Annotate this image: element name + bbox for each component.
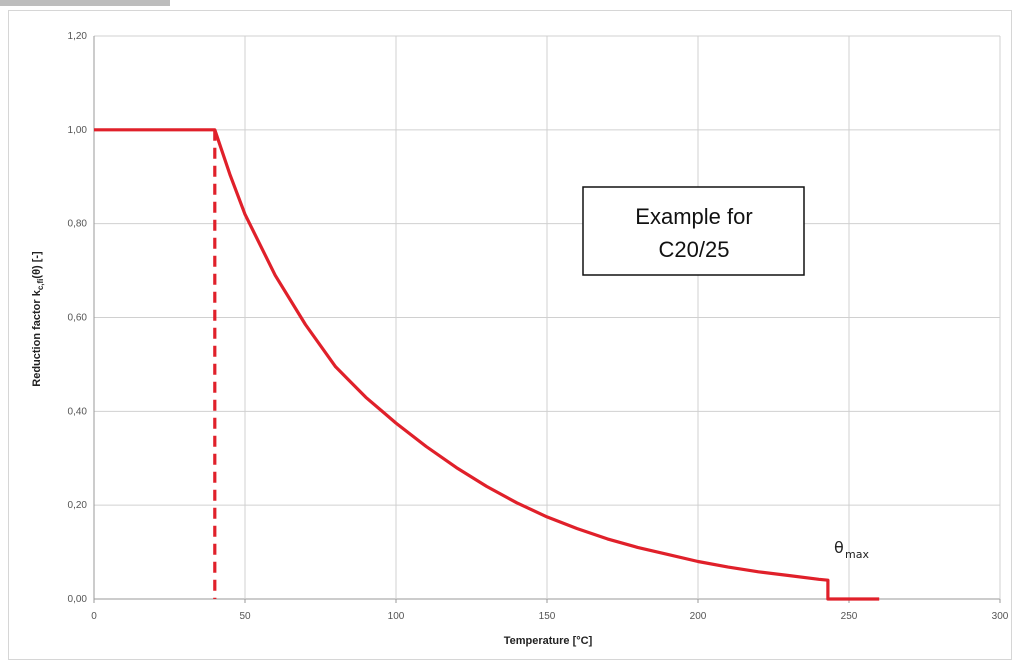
- x-tick-label: 0: [91, 611, 97, 622]
- x-tick-label: 300: [992, 611, 1009, 622]
- top-edge-strip: [0, 0, 170, 6]
- grid-lines: [93, 35, 1001, 603]
- y-tick-label: 0,20: [68, 500, 88, 511]
- y-tick-label: 0,80: [68, 219, 88, 230]
- x-tick-label: 250: [841, 611, 858, 622]
- x-tick-label: 200: [690, 611, 707, 622]
- chart-frame: [8, 10, 1012, 660]
- tick-labels: 0,00 0,20 0,40 0,60 0,80 1,00 1,20 0 50 100 150 200…: [68, 31, 1009, 622]
- y-axis-title-tail: (θ) [-]: [31, 251, 43, 279]
- example-annotation-line-2: C20/25: [659, 237, 730, 262]
- x-tick-label: 100: [388, 611, 405, 622]
- example-annotation-box: [582, 186, 805, 276]
- y-tick-label: 1,00: [68, 125, 88, 136]
- example-annotation-line-1: Example for: [635, 204, 752, 229]
- y-tick-label: 1,20: [68, 31, 88, 42]
- y-tick-label: 0,60: [68, 313, 88, 324]
- example-annotation: Example for C20/25: [582, 186, 805, 276]
- y-tick-label: 0,00: [68, 594, 88, 605]
- theta-max-symbol: θ: [834, 538, 844, 557]
- y-axis-title-main: Reduction factor k: [31, 289, 43, 386]
- y-axis-title: Reduction factor kc,fi(θ) [-]: [31, 251, 45, 387]
- theta-max-subscript: max: [845, 548, 869, 561]
- theta-max-annotation: θ max: [834, 538, 869, 561]
- series-reduction-curve: [94, 128, 880, 601]
- x-tick-label: 50: [239, 611, 251, 622]
- y-axis-title-subscript: c,fi: [36, 279, 45, 291]
- y-tick-label: 0,40: [68, 406, 88, 417]
- series-layer: [94, 128, 880, 601]
- x-tick-label: 150: [539, 611, 556, 622]
- x-axis-title: Temperature [°C]: [504, 635, 593, 647]
